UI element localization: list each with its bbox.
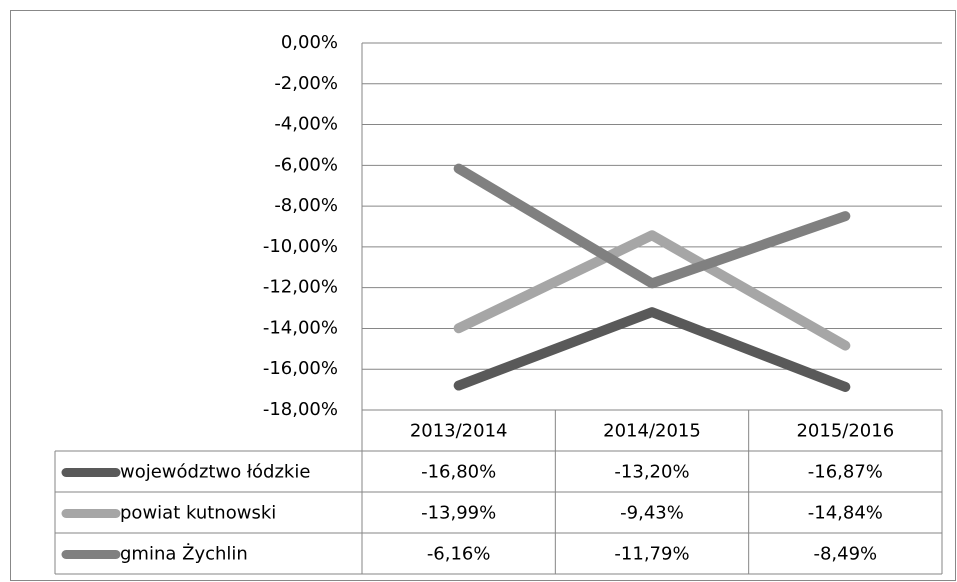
data-label: -16,80% (421, 462, 496, 483)
data-label: -11,79% (614, 544, 689, 565)
data-label: -13,99% (421, 503, 496, 524)
y-tick-label: -8,00% (274, 195, 338, 216)
y-tick-label: -2,00% (274, 73, 338, 94)
x-tick-label: 2015/2016 (796, 421, 894, 442)
y-tick-label: -14,00% (263, 317, 338, 338)
y-tick-label: -12,00% (263, 277, 338, 298)
data-label: -6,16% (427, 544, 491, 565)
y-tick-label: -16,00% (263, 358, 338, 379)
data-label: -13,20% (614, 462, 689, 483)
series-line (453, 163, 851, 289)
data-label: -9,43% (620, 503, 684, 524)
y-tick-label: -4,00% (274, 114, 338, 135)
x-tick-label: 2013/2014 (410, 421, 508, 442)
y-tick-label: 0,00% (281, 32, 338, 53)
series-line (453, 307, 851, 392)
legend-label: województwo łódzkie (120, 462, 310, 483)
chart-border (10, 10, 956, 581)
y-tick-label: -10,00% (263, 236, 338, 257)
y-tick-label: -6,00% (274, 154, 338, 175)
series-line (453, 230, 851, 351)
data-label: -16,87% (808, 462, 883, 483)
x-tick-label: 2014/2015 (603, 421, 701, 442)
data-label: -8,49% (813, 544, 877, 565)
legend-label: gmina Żychlin (120, 544, 248, 565)
legend-label: powiat kutnowski (120, 503, 276, 524)
y-tick-label: -18,00% (263, 399, 338, 420)
data-label: -14,84% (808, 503, 883, 524)
